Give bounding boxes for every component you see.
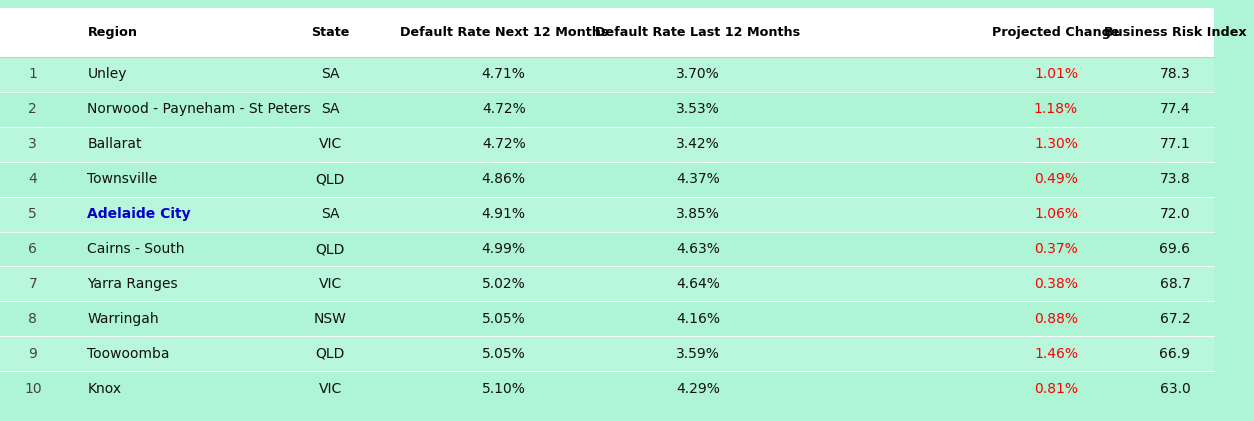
Text: QLD: QLD [316, 242, 345, 256]
Text: State: State [311, 26, 350, 39]
Text: Townsville: Townsville [88, 172, 158, 186]
Text: 4.72%: 4.72% [482, 137, 525, 151]
Text: Warringah: Warringah [88, 312, 159, 326]
Text: 4.29%: 4.29% [676, 382, 720, 396]
Text: 0.81%: 0.81% [1035, 382, 1078, 396]
Text: 67.2: 67.2 [1160, 312, 1190, 326]
Text: 3.85%: 3.85% [676, 207, 720, 221]
Bar [0, 127, 1214, 162]
Text: 2: 2 [29, 102, 38, 116]
Bar [0, 266, 1214, 301]
Text: 5.10%: 5.10% [482, 382, 525, 396]
Text: 5.02%: 5.02% [482, 277, 525, 291]
Text: 5.05%: 5.05% [482, 312, 525, 326]
Text: 0.37%: 0.37% [1035, 242, 1078, 256]
Text: 72.0: 72.0 [1160, 207, 1190, 221]
Text: QLD: QLD [316, 172, 345, 186]
Text: Knox: Knox [88, 382, 122, 396]
Text: 4.63%: 4.63% [676, 242, 720, 256]
Text: 7: 7 [29, 277, 38, 291]
Text: 5.05%: 5.05% [482, 347, 525, 361]
Text: 4.64%: 4.64% [676, 277, 720, 291]
Text: Region: Region [88, 26, 138, 39]
Text: 0.38%: 0.38% [1035, 277, 1078, 291]
Text: 77.1: 77.1 [1160, 137, 1190, 151]
Text: 10: 10 [24, 382, 41, 396]
Text: SA: SA [321, 207, 340, 221]
Text: 68.7: 68.7 [1160, 277, 1190, 291]
Text: 63.0: 63.0 [1160, 382, 1190, 396]
Text: SA: SA [321, 67, 340, 81]
Text: 1.18%: 1.18% [1035, 102, 1078, 116]
Bar [0, 197, 1214, 232]
Text: Default Rate Last 12 Months: Default Rate Last 12 Months [596, 26, 800, 39]
Text: 4.86%: 4.86% [482, 172, 525, 186]
Bar [0, 301, 1214, 336]
Text: VIC: VIC [319, 382, 342, 396]
Text: Business Risk Index: Business Risk Index [1104, 26, 1246, 39]
Text: QLD: QLD [316, 347, 345, 361]
Bar [0, 336, 1214, 371]
Text: 1: 1 [29, 67, 38, 81]
Text: 1.01%: 1.01% [1035, 67, 1078, 81]
Text: 4: 4 [29, 172, 38, 186]
Text: Projected Change: Projected Change [992, 26, 1120, 39]
Text: SA: SA [321, 102, 340, 116]
Text: 9: 9 [29, 347, 38, 361]
Text: 3.42%: 3.42% [676, 137, 720, 151]
Text: 66.9: 66.9 [1160, 347, 1190, 361]
Text: 6: 6 [29, 242, 38, 256]
Bar [0, 57, 1214, 92]
Text: 0.49%: 0.49% [1035, 172, 1078, 186]
Text: 4.99%: 4.99% [482, 242, 525, 256]
Text: Cairns - South: Cairns - South [88, 242, 184, 256]
Text: VIC: VIC [319, 277, 342, 291]
Bar [0, 371, 1214, 406]
Text: 1.06%: 1.06% [1035, 207, 1078, 221]
Text: NSW: NSW [314, 312, 346, 326]
Text: 4.71%: 4.71% [482, 67, 525, 81]
Text: 5: 5 [29, 207, 38, 221]
Text: Default Rate Next 12 Months: Default Rate Next 12 Months [400, 26, 608, 39]
Text: 77.4: 77.4 [1160, 102, 1190, 116]
Bar [0, 162, 1214, 197]
Text: 3.59%: 3.59% [676, 347, 720, 361]
Text: 4.72%: 4.72% [482, 102, 525, 116]
Text: 1.30%: 1.30% [1035, 137, 1078, 151]
Text: 69.6: 69.6 [1160, 242, 1190, 256]
Text: 4.16%: 4.16% [676, 312, 720, 326]
Text: Yarra Ranges: Yarra Ranges [88, 277, 178, 291]
Bar [0, 92, 1214, 127]
Text: 0.88%: 0.88% [1035, 312, 1078, 326]
Text: 78.3: 78.3 [1160, 67, 1190, 81]
Text: 8: 8 [29, 312, 38, 326]
Text: Toowoomba: Toowoomba [88, 347, 169, 361]
Bar [0, 8, 1214, 57]
Text: 73.8: 73.8 [1160, 172, 1190, 186]
Text: Norwood - Payneham - St Peters: Norwood - Payneham - St Peters [88, 102, 311, 116]
Text: VIC: VIC [319, 137, 342, 151]
Text: 3.70%: 3.70% [676, 67, 720, 81]
Text: 4.37%: 4.37% [676, 172, 720, 186]
Text: 1.46%: 1.46% [1035, 347, 1078, 361]
Text: 4.91%: 4.91% [482, 207, 525, 221]
Text: 3: 3 [29, 137, 38, 151]
Bar [0, 232, 1214, 266]
Text: Adelaide City: Adelaide City [88, 207, 191, 221]
Text: Unley: Unley [88, 67, 127, 81]
Text: Ballarat: Ballarat [88, 137, 142, 151]
Text: 3.53%: 3.53% [676, 102, 720, 116]
